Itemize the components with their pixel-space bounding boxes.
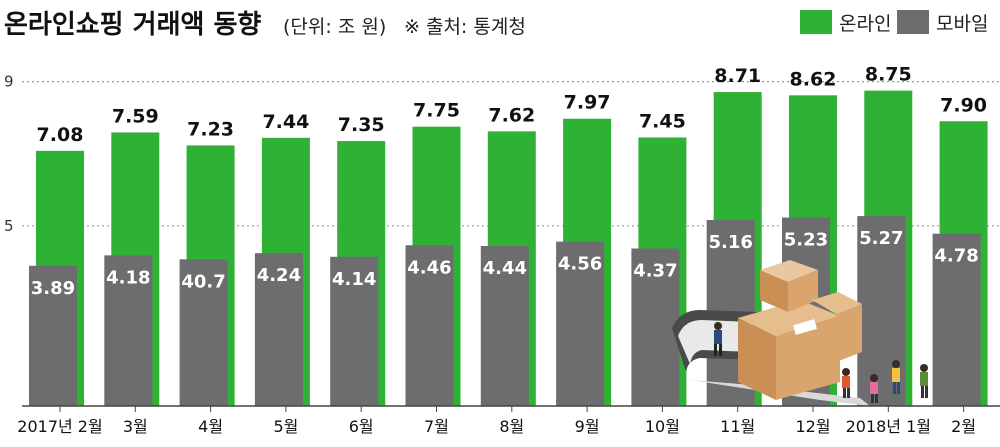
legend-swatch-mobile (897, 10, 929, 34)
x-tick-label: 10월 (645, 417, 680, 436)
mobile-value-label: 4.14 (332, 269, 376, 290)
mobile-value-label: 40.7 (181, 271, 225, 292)
online-value-label: 7.35 (338, 114, 385, 136)
mobile-value-label: 5.27 (859, 228, 903, 249)
mobile-value-label: 4.44 (483, 258, 527, 279)
chart-source: ※ 출처: 통계청 (404, 16, 526, 38)
legend-label-online: 온라인 (839, 13, 891, 35)
shopper-figure-5 (920, 364, 928, 398)
legend-swatch-online (800, 10, 832, 34)
shopper-figure-1 (714, 322, 722, 356)
x-axis-ticks: 2017년 2월 3월 4월 5월 6월 7월 8월 9월 10월 11월 12월 2018년 1월 2… (17, 406, 976, 436)
online-value-label: 7.08 (37, 124, 84, 146)
mobile-value-label: 5.16 (708, 232, 752, 253)
chart-title: 온라인쇼핑 거래액 동향 (4, 10, 261, 40)
online-value-label: 8.62 (790, 68, 837, 90)
mobile-bar (480, 245, 529, 406)
x-tick-label: 12월 (795, 417, 830, 436)
box-large-front (776, 316, 840, 400)
x-tick-label: 7월 (424, 417, 449, 436)
chart-unit: (단위: 조 원) (283, 16, 386, 38)
mobile-value-label: 4.18 (106, 267, 150, 288)
mobile-bar (932, 233, 981, 406)
mobile-bar (556, 241, 605, 406)
mobile-bar (29, 265, 77, 406)
shopping-illustration (672, 260, 928, 406)
mobile-bar (179, 259, 228, 406)
online-value-label: 8.71 (714, 65, 761, 87)
box-top-side (760, 270, 788, 312)
box-large-side (738, 318, 776, 400)
y-tick-9: 9 (4, 73, 14, 91)
box-small-top (812, 292, 862, 314)
mobile-bar (104, 255, 153, 406)
box-top-top (760, 260, 818, 282)
x-tick-label: 2017년 2월 (17, 417, 102, 436)
mobile-bar (405, 245, 454, 406)
shopper-figure-4 (892, 360, 900, 394)
y-tick-5: 5 (4, 217, 14, 235)
x-tick-label: 3월 (123, 417, 148, 436)
mobile-value-label: 4.56 (558, 254, 602, 275)
online-value-label: 7.45 (639, 110, 686, 132)
y-axis-ticks: 59 (4, 73, 14, 235)
shopper-figure-3 (870, 374, 878, 403)
online-value-label: 7.44 (262, 111, 309, 133)
x-tick-label: 8월 (499, 417, 524, 436)
x-tick-label: 11월 (720, 417, 755, 436)
x-tick-label: 9월 (575, 417, 600, 436)
box-small-front (836, 304, 862, 362)
x-tick-label: 4월 (198, 417, 223, 436)
online-value-label: 8.75 (865, 64, 912, 86)
mobile-value-label: 4.78 (934, 246, 978, 267)
mobile-bar (254, 253, 303, 406)
mobile-value-label: 5.23 (784, 230, 828, 251)
legend-label-mobile: 모바일 (936, 13, 988, 35)
online-value-label: 7.59 (112, 105, 159, 127)
online-value-label: 7.62 (488, 104, 535, 126)
x-tick-label: 2018년 1월 (846, 417, 931, 436)
mobile-bar (631, 248, 680, 406)
x-tick-label: 2월 (951, 417, 976, 436)
box-large-top (738, 300, 840, 336)
mobile-value-label: 3.89 (31, 278, 75, 299)
mobile-value-label: 4.46 (407, 257, 451, 278)
mobile-value-label: 4.24 (257, 265, 301, 286)
x-tick-label: 5월 (273, 417, 298, 436)
x-tick-label: 6월 (349, 417, 374, 436)
mobile-bar (330, 256, 379, 406)
shopper-figure-2 (842, 368, 850, 398)
online-value-label: 7.90 (940, 94, 987, 116)
box-label (793, 319, 817, 335)
online-value-label: 7.23 (187, 118, 234, 140)
mobile-value-label: 4.37 (633, 260, 677, 281)
box-top-front (788, 270, 818, 312)
online-value-label: 7.75 (413, 100, 460, 122)
online-value-label: 7.97 (564, 92, 611, 114)
